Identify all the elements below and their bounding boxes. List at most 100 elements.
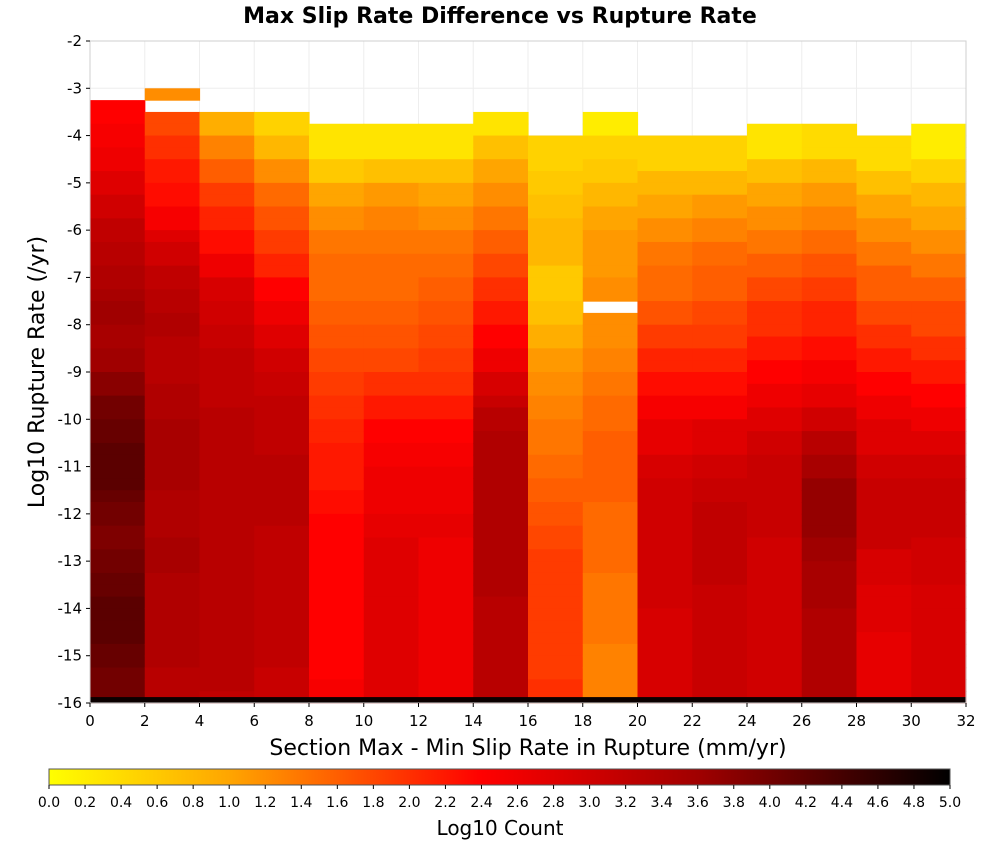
heatmap-cell — [747, 525, 803, 539]
heatmap-cell — [309, 643, 365, 657]
heatmap-cell — [528, 490, 584, 503]
heatmap-cell — [309, 277, 365, 290]
heatmap-cell — [363, 159, 420, 172]
heatmap-cell — [856, 182, 912, 196]
colorbar-tick-label: 1.0 — [218, 795, 240, 811]
heatmap-cell — [418, 277, 474, 290]
heatmap-cell — [528, 277, 584, 290]
heatmap-cell — [856, 608, 912, 621]
heatmap-cell — [856, 643, 912, 657]
heatmap-cell — [528, 679, 584, 692]
heatmap-cell — [911, 241, 967, 255]
colorbar-tick-label: 2.8 — [542, 795, 564, 811]
heatmap-cell — [418, 679, 474, 692]
heatmap-cell — [309, 502, 365, 515]
heatmap-cell — [637, 253, 693, 267]
heatmap-cell — [801, 383, 858, 397]
heatmap-cell — [473, 407, 529, 420]
heatmap-cell — [856, 431, 912, 444]
heatmap-cell — [637, 159, 693, 172]
heatmap-cell — [582, 123, 639, 137]
heatmap-cell — [747, 632, 803, 645]
heatmap-cell — [856, 253, 912, 267]
heatmap-cell — [199, 312, 255, 326]
heatmap-cell — [692, 206, 748, 219]
heatmap-cell — [856, 301, 912, 314]
heatmap-cell — [418, 159, 474, 172]
heatmap-cell — [363, 241, 420, 255]
heatmap-cell — [254, 265, 310, 279]
heatmap-cell — [473, 312, 529, 326]
heatmap-cell — [363, 679, 420, 692]
heatmap-cell — [90, 111, 146, 125]
heatmap-cell — [692, 584, 748, 598]
heatmap-cell — [418, 572, 474, 586]
heatmap-cell — [801, 454, 858, 468]
heatmap-cell — [199, 194, 255, 208]
heatmap-cell — [90, 324, 146, 338]
heatmap-cell — [637, 643, 693, 657]
heatmap-cell — [254, 372, 310, 385]
heatmap-cell — [473, 561, 529, 574]
heatmap-cell — [692, 395, 748, 409]
heatmap-cell — [144, 407, 201, 420]
heatmap-cell — [582, 502, 639, 515]
heatmap-cell — [582, 608, 639, 621]
heatmap-cell — [309, 265, 365, 279]
heatmap-cell — [473, 360, 529, 373]
heatmap-cell — [747, 643, 803, 657]
heatmap-cell — [199, 324, 255, 338]
heatmap-cell — [144, 253, 201, 267]
heatmap-cell — [363, 265, 420, 279]
x-tick-label: 26 — [792, 712, 811, 730]
heatmap-cell — [144, 620, 201, 633]
heatmap-cell — [856, 572, 912, 586]
heatmap-cell — [692, 372, 748, 385]
heatmap-cell — [199, 513, 255, 527]
heatmap-cell — [582, 253, 639, 267]
heatmap-cell — [911, 537, 967, 550]
heatmap-cell — [692, 336, 748, 349]
heatmap-cell — [528, 324, 584, 338]
heatmap-cell — [309, 135, 365, 148]
heatmap-cell — [582, 372, 639, 385]
x-tick-label: 2 — [140, 712, 150, 730]
heatmap-cell — [418, 395, 474, 409]
heatmap-cell — [473, 241, 529, 255]
heatmap-cell — [363, 502, 420, 515]
heatmap-cell — [199, 584, 255, 598]
heatmap-cell — [747, 171, 803, 184]
heatmap-cell — [692, 312, 748, 326]
heatmap-cell — [911, 206, 967, 219]
colorbar-tick-label: 4.6 — [867, 795, 889, 811]
heatmap-cell — [90, 241, 146, 255]
heatmap-cell — [637, 372, 693, 385]
heatmap-cell — [582, 431, 639, 444]
heatmap-cell — [418, 431, 474, 444]
heatmap-cell — [363, 383, 420, 397]
heatmap-cell — [911, 383, 967, 397]
heatmap-cell — [692, 289, 748, 302]
heatmap-cell — [582, 147, 639, 160]
heatmap-cell — [418, 218, 474, 231]
heatmap-cell — [692, 419, 748, 432]
heatmap-cell — [637, 301, 693, 314]
heatmap-cell — [254, 194, 310, 208]
heatmap-cell — [801, 360, 858, 373]
colorbar-tick-label: 2.0 — [398, 795, 420, 811]
y-tick-label: -16 — [58, 694, 83, 712]
heatmap-cell — [90, 620, 146, 633]
heatmap-cell — [692, 655, 748, 669]
heatmap-cell — [582, 478, 639, 491]
heatmap-cell — [254, 289, 310, 302]
y-tick-label: -8 — [67, 316, 82, 334]
heatmap-cell — [747, 572, 803, 586]
heatmap-cell — [363, 336, 420, 349]
x-tick-label: 20 — [628, 712, 647, 730]
heatmap-cell — [637, 419, 693, 432]
heatmap-cell — [528, 348, 584, 361]
heatmap-cell — [747, 348, 803, 361]
heatmap-cell — [692, 596, 748, 610]
heatmap-cell — [692, 147, 748, 160]
heatmap-cell — [528, 159, 584, 172]
